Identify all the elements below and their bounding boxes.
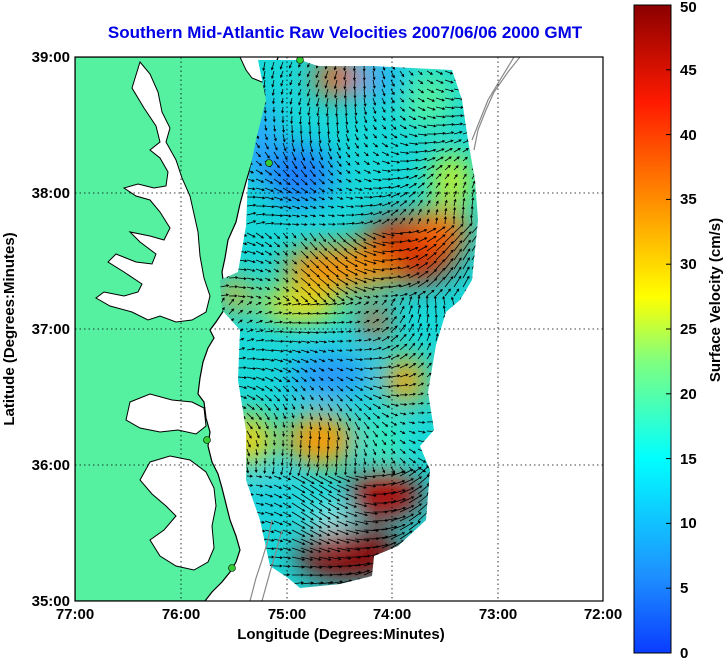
x-axis: 77:00 76:00 75:00 74:00 73:00 72:00 Long… xyxy=(56,606,622,643)
colorbar-label: Surface Velocity (cm/s) xyxy=(707,218,724,382)
map-plot-area xyxy=(74,56,604,602)
y-axis: 39:00 38:00 37:00 36:00 35:00 Latitude (… xyxy=(1,49,70,610)
colorbar-tick-label: 5 xyxy=(680,580,688,597)
colorbar-tick-label: 30 xyxy=(680,256,697,273)
radar-site-marker xyxy=(296,57,304,64)
radar-site-marker xyxy=(265,159,273,167)
radar-sites xyxy=(203,57,304,572)
pamlico-sound xyxy=(139,455,217,571)
x-tick-label: 74:00 xyxy=(373,606,411,623)
x-tick-label: 73:00 xyxy=(479,606,517,623)
chesapeake-bay xyxy=(95,60,211,323)
y-tick-label: 36:00 xyxy=(32,457,70,474)
colorbar-tick-label: 45 xyxy=(680,62,697,79)
y-tick-label: 39:00 xyxy=(32,49,70,66)
colorbar-tick-label: 35 xyxy=(680,191,697,208)
x-tick-label: 77:00 xyxy=(56,606,94,623)
bathymetry-contour xyxy=(249,519,273,601)
radar-site-marker xyxy=(203,436,211,444)
colorbar-tick-label: 20 xyxy=(680,386,697,403)
albemarle-sound xyxy=(125,393,207,435)
bathymetry-contour xyxy=(471,57,515,141)
bathymetry-contour xyxy=(261,529,283,601)
colorbar-tick-label: 0 xyxy=(680,645,688,659)
map-grid xyxy=(75,57,603,601)
y-axis-label: Latitude (Degrees:Minutes) xyxy=(1,232,18,425)
y-tick-label: 38:00 xyxy=(32,185,70,202)
bathymetry-contour xyxy=(473,57,521,151)
y-tick-label: 35:00 xyxy=(32,593,70,610)
radar-site-marker xyxy=(228,564,236,572)
colorbar-tick-label: 50 xyxy=(680,0,697,16)
colorbar-tick-label: 40 xyxy=(680,127,697,144)
y-tick-label: 37:00 xyxy=(32,321,70,338)
x-axis-label: Longitude (Degrees:Minutes) xyxy=(237,626,445,643)
x-tick-label: 72:00 xyxy=(584,606,622,623)
colorbar: 0 5 10 15 20 25 30 35 40 45 50 Surface V… xyxy=(633,0,724,659)
x-tick-label: 76:00 xyxy=(162,606,200,623)
colorbar-tick-label: 25 xyxy=(680,321,697,338)
colorbar-tick-label: 10 xyxy=(680,515,697,532)
x-tick-label: 75:00 xyxy=(268,606,306,623)
map-title: Southern Mid-Atlantic Raw Velocities 200… xyxy=(108,23,583,42)
colorbar-tick-label: 15 xyxy=(680,451,697,468)
colorbar-scale xyxy=(633,4,672,654)
